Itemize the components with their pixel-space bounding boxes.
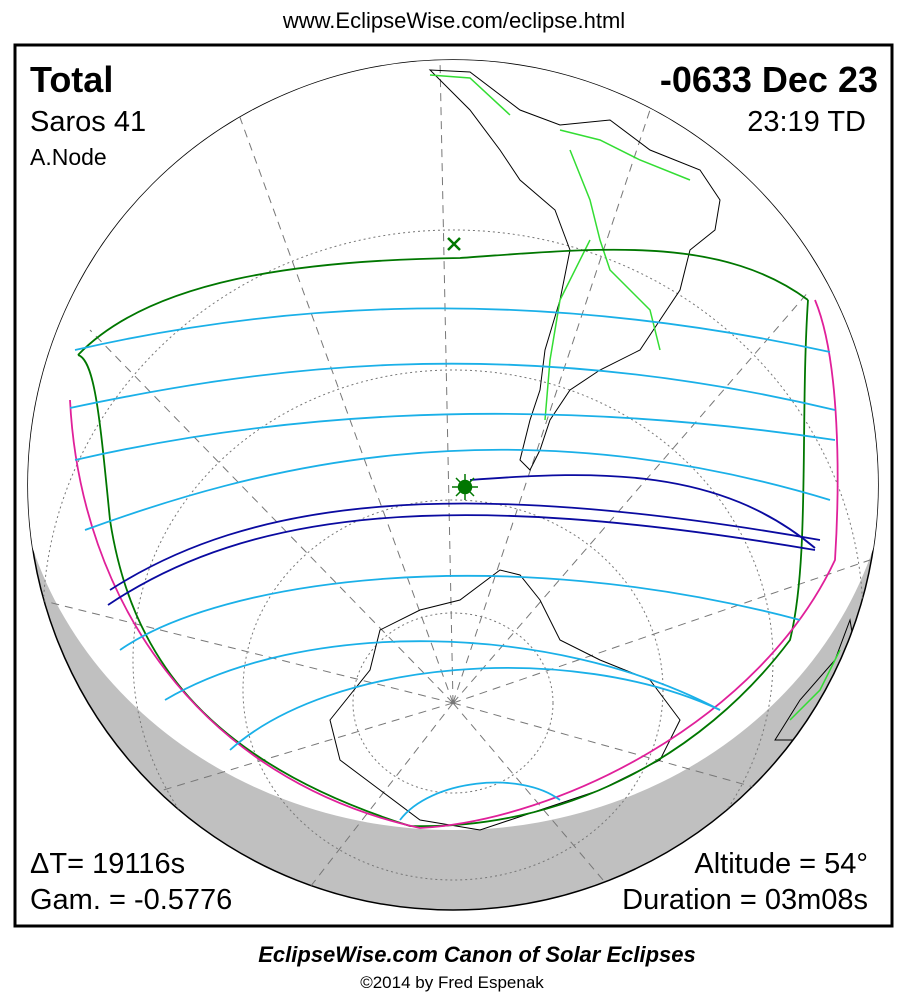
frame	[13, 43, 894, 928]
saros: Saros 41	[30, 106, 146, 138]
duration: Duration = 03m08s	[622, 884, 868, 916]
globe-day	[28, 60, 878, 830]
altitude: Altitude = 54°	[694, 848, 868, 880]
markers	[447, 237, 478, 500]
gamma: Gam. = -0.5776	[30, 884, 232, 916]
footer-credit: ©2014 by Fred Espenak	[360, 973, 544, 992]
eclipse-curves	[69, 248, 839, 829]
eclipse-type: Total	[30, 59, 113, 100]
time: 23:19 TD	[747, 106, 866, 138]
globe	[27, 59, 879, 911]
country-borders	[429, 74, 841, 721]
node: A.Node	[30, 144, 107, 170]
header-url: www.EclipseWise.com/eclipse.html	[282, 8, 625, 33]
footer-title: EclipseWise.com Canon of Solar Eclipses	[258, 942, 696, 967]
date: -0633 Dec 23	[660, 59, 878, 100]
delta-t: ΔT= 19116s	[30, 848, 185, 880]
